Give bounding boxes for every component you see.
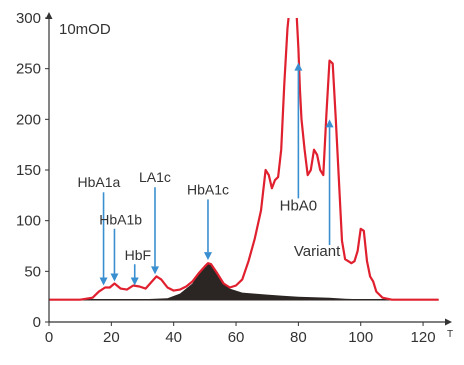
hba0-arrowhead <box>294 62 303 71</box>
variant-label: Variant <box>294 243 341 260</box>
y-tick-label: 150 <box>16 162 41 179</box>
x-axis-title: T <box>447 329 453 340</box>
hba1a-arrowhead <box>99 277 108 286</box>
hba1b-arrowhead <box>110 273 119 282</box>
x-tick-label: 20 <box>103 329 120 346</box>
la1c-label: LA1c <box>139 169 171 185</box>
y-tick-label: 250 <box>16 61 41 78</box>
shaded-peak-layer <box>49 263 439 301</box>
hba1c-label: HbA1c <box>187 181 229 197</box>
hba1a-label: HbA1a <box>77 174 120 190</box>
x-tick-label: 60 <box>228 329 245 346</box>
x-tick-label: 100 <box>348 329 373 346</box>
annotations-layer: HbA1a HbA1b HbF LA1c HbA1c HbA0 Variant <box>77 62 341 286</box>
y-tick-label: 200 <box>16 111 41 128</box>
y-axis-title: 10mOD <box>59 21 111 38</box>
y-tick-label: 100 <box>16 213 41 230</box>
hbf-label: HbF <box>125 247 151 263</box>
hbf-arrowhead <box>130 277 139 286</box>
y-tick-label: 300 <box>16 10 41 27</box>
trace-layer <box>49 18 439 301</box>
hba1b-label: HbA1b <box>99 212 142 228</box>
hba1c-arrowhead <box>203 252 212 261</box>
x-tick-label: 120 <box>411 329 436 346</box>
y-tick-label: 50 <box>24 263 41 280</box>
x-tick-label: 40 <box>165 329 182 346</box>
hba0-label: HbA0 <box>280 198 318 215</box>
series-trace <box>49 18 439 301</box>
variant-arrowhead <box>325 119 334 128</box>
la1c-arrowhead <box>150 266 159 275</box>
axes-layer: 10mOD T 0 20 40 60 80 100 120 0 50 100 150 200 250 30… <box>16 10 453 346</box>
x-axis-arrowhead <box>445 318 452 326</box>
x-tick-label: 80 <box>290 329 307 346</box>
y-tick-label: 0 <box>33 314 41 331</box>
y-axis-arrowhead <box>45 12 53 19</box>
x-tick-label: 0 <box>45 329 53 346</box>
